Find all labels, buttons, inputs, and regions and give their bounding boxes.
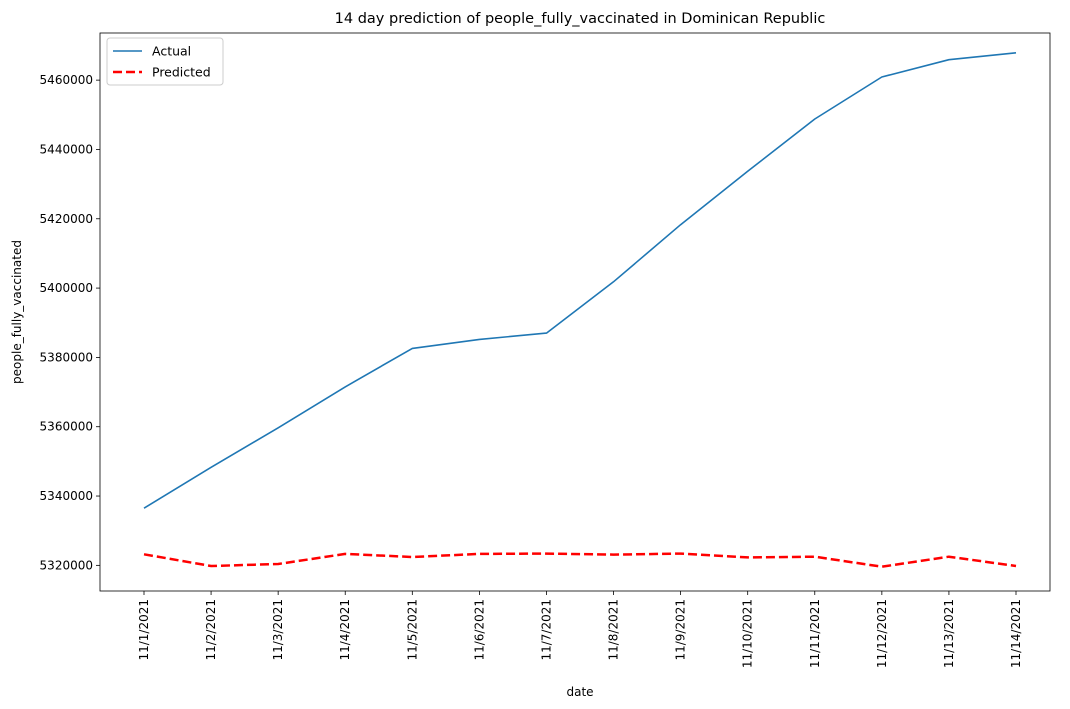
y-axis: 5320000 5340000 5360000 5380000 5400000 54200… [40, 73, 100, 572]
y-tick-label: 5380000 [40, 350, 93, 364]
x-tick-label: 11/1/2021 [137, 599, 151, 661]
x-axis: 11/1/2021 11/2/2021 11/3/2021 11/4/2021 11/5… [137, 591, 1023, 668]
x-tick-label: 11/5/2021 [405, 599, 419, 661]
x-tick-label: 11/6/2021 [472, 599, 486, 661]
series-line-actual [143, 52, 1017, 509]
x-tick-label: 11/10/2021 [741, 599, 755, 668]
y-tick-label: 5320000 [40, 558, 93, 572]
chart-title: 14 day prediction of people_fully_vaccin… [335, 11, 826, 27]
x-tick-label: 11/8/2021 [607, 599, 621, 661]
legend-label-actual: Actual [152, 44, 191, 59]
y-tick-label: 5460000 [40, 73, 93, 87]
y-axis-title: people_fully_vaccinated [10, 240, 24, 384]
x-tick-label: 11/13/2021 [942, 599, 956, 668]
series-line-predicted [143, 552, 1017, 568]
y-tick-label: 5400000 [40, 281, 93, 295]
x-tick-label: 11/4/2021 [338, 599, 352, 661]
x-tick-label: 11/7/2021 [539, 599, 553, 661]
x-tick-label: 11/11/2021 [808, 599, 822, 668]
x-tick-label: 11/2/2021 [204, 599, 218, 661]
x-tick-label: 11/14/2021 [1009, 599, 1023, 668]
legend-box [106, 37, 224, 86]
x-tick-label: 11/9/2021 [674, 599, 688, 661]
y-tick-label: 5440000 [40, 142, 93, 156]
y-tick-label: 5420000 [40, 212, 93, 226]
legend: Actual Predicted [106, 37, 224, 86]
y-tick-label: 5360000 [40, 420, 93, 434]
x-tick-label: 11/3/2021 [271, 599, 285, 661]
series-layer [143, 52, 1017, 568]
y-tick-label: 5340000 [40, 489, 93, 503]
x-tick-label: 11/12/2021 [875, 599, 889, 668]
legend-label-predicted: Predicted [152, 65, 211, 80]
x-axis-title: date [566, 685, 593, 699]
